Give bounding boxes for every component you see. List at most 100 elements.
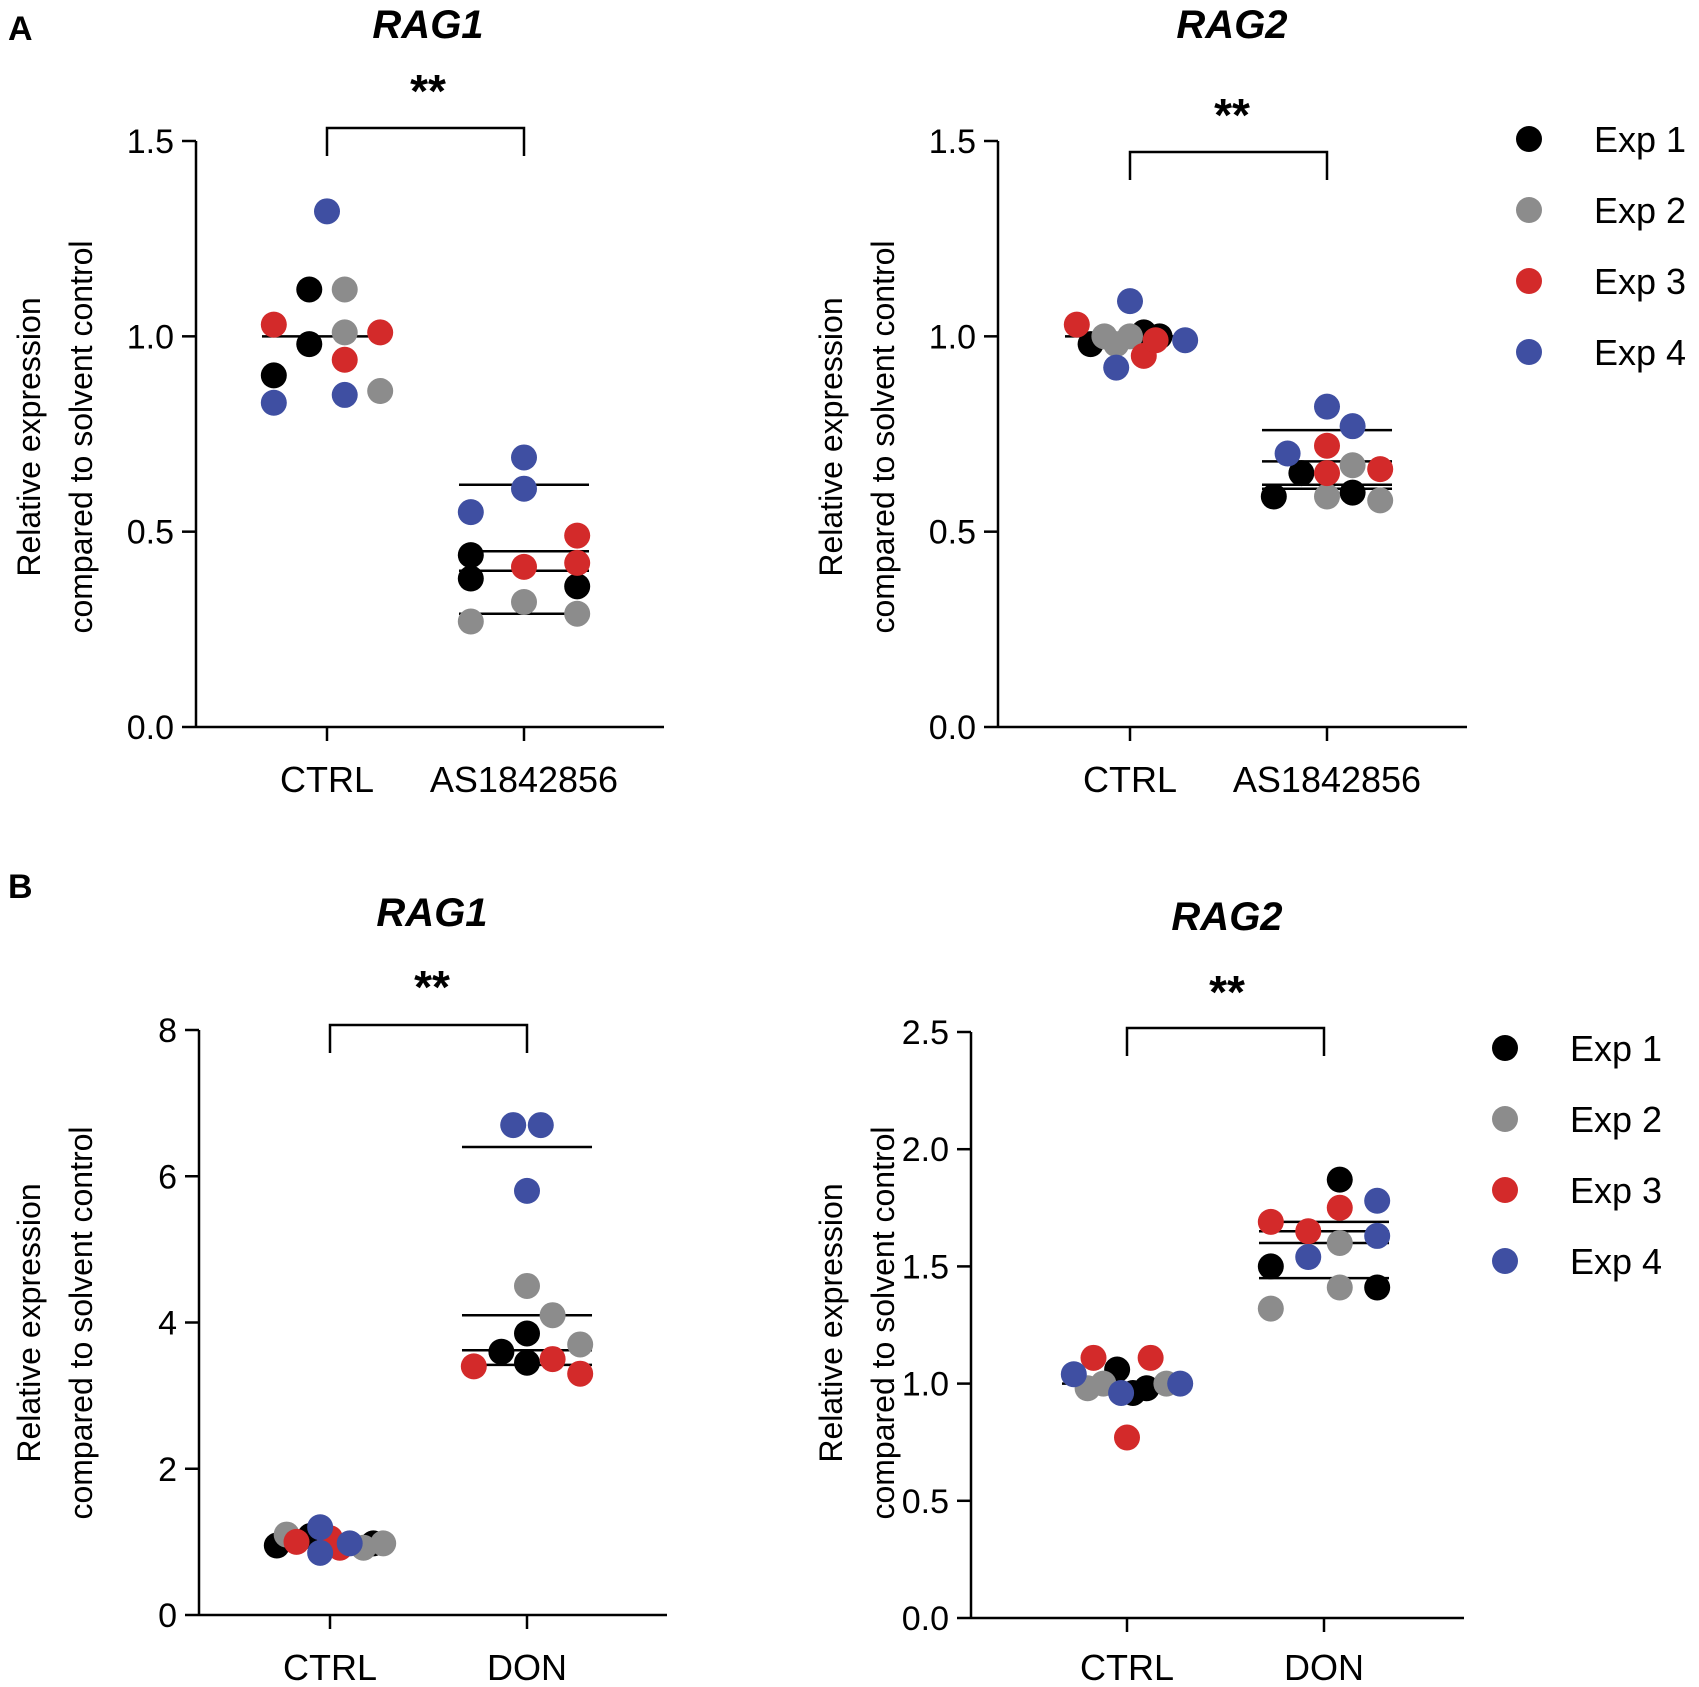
y-tick-label: 1.0 — [127, 318, 174, 356]
data-point-exp-1 — [457, 565, 484, 592]
data-point-exp-4 — [1274, 440, 1301, 467]
data-point-exp-4 — [307, 1514, 334, 1541]
legend-label: Exp 3 — [1594, 261, 1686, 302]
data-point-exp-3 — [460, 1353, 487, 1380]
legend-marker — [1492, 1106, 1518, 1132]
chart-1: RAG1 0.0 0.5 1.0 1.5 CTRL AS1842856 Relative ex… — [11, 3, 664, 800]
x-category-label: CTRL — [280, 759, 374, 800]
data-point-exp-1 — [488, 1338, 515, 1365]
legend-marker — [1492, 1248, 1518, 1274]
data-point-exp-2 — [1314, 483, 1340, 510]
y-axis-title-line2: compared to solvent control — [865, 240, 901, 633]
significance-bracket — [1125, 1026, 1326, 1056]
y-axis-title-line2: compared to solvent control — [865, 1126, 901, 1519]
data-point-exp-2 — [567, 1331, 594, 1358]
significance-bracket — [328, 1023, 529, 1053]
legend-label: Exp 1 — [1594, 119, 1686, 160]
y-axis-title-line2: compared to solvent control — [63, 1126, 99, 1519]
data-point-exp-3 — [260, 311, 287, 338]
data-point-exp-2 — [1367, 487, 1394, 514]
y-tick-label: 0.0 — [127, 709, 174, 747]
data-point-exp-4 — [1364, 1222, 1391, 1249]
chart-3: RAG1 0 2 4 6 8 CTRL DON Relative expression compa… — [11, 891, 667, 1687]
data-point-exp-4 — [1103, 354, 1130, 381]
data-point-exp-4 — [314, 198, 340, 225]
legend-marker — [1492, 1035, 1518, 1061]
legends-container: Exp 1 Exp 2 Exp 3 Exp 4 Exp 1 Exp 2 Exp 3 Exp 4 — [1492, 119, 1686, 1282]
y-tick-label: 4 — [158, 1305, 177, 1343]
y-axis-title-line1: Relative expression — [813, 297, 849, 576]
data-point-exp-2 — [457, 608, 484, 635]
y-tick-label: 0.0 — [929, 709, 976, 747]
data-point-exp-3 — [1080, 1344, 1107, 1371]
legend-label: Exp 4 — [1570, 1241, 1662, 1282]
y-tick-label: 0.5 — [902, 1483, 949, 1521]
data-point-exp-2 — [1117, 323, 1143, 350]
data-point-exp-2 — [539, 1302, 566, 1329]
data-point-exp-3 — [1063, 311, 1090, 338]
data-point-exp-1 — [1326, 1166, 1353, 1193]
data-point-exp-3 — [511, 553, 537, 580]
data-point-exp-2 — [1326, 1229, 1353, 1256]
x-category-label: AS1842856 — [1233, 759, 1421, 800]
y-tick-label: 0.5 — [127, 514, 174, 552]
data-point-exp-2 — [511, 588, 537, 615]
data-point-exp-4 — [527, 1112, 554, 1139]
charts-container: RAG1 0.0 0.5 1.0 1.5 CTRL AS1842856 Relative ex… — [11, 3, 1467, 1687]
legend-marker — [1516, 268, 1542, 294]
y-axis-title-line1: Relative expression — [11, 297, 47, 576]
legend-1: Exp 1 Exp 2 Exp 3 Exp 4 — [1516, 119, 1686, 373]
data-point-exp-1 — [1364, 1274, 1391, 1301]
y-axis-title-line2: compared to solvent control — [63, 240, 99, 633]
significance-label: ** — [410, 65, 446, 117]
data-point-exp-1 — [514, 1349, 540, 1376]
y-tick-label: 0.5 — [929, 514, 976, 552]
legend-marker — [1516, 339, 1542, 365]
y-tick-label: 1.5 — [929, 123, 976, 161]
data-point-exp-3 — [564, 549, 591, 576]
legend-label: Exp 2 — [1594, 190, 1686, 231]
data-point-exp-4 — [260, 389, 287, 416]
data-point-exp-4 — [1108, 1379, 1135, 1406]
data-point-exp-3 — [564, 522, 591, 549]
significance-label: ** — [414, 961, 450, 1013]
x-category-label: CTRL — [1080, 1647, 1174, 1687]
data-point-exp-4 — [1314, 393, 1340, 420]
legend-2: Exp 1 Exp 2 Exp 3 Exp 4 — [1492, 1028, 1662, 1282]
chart-2: RAG2 0.0 0.5 1.0 1.5 CTRL AS1842856 Relative ex… — [813, 3, 1467, 800]
data-point-exp-1 — [1288, 460, 1315, 487]
legend-marker — [1516, 197, 1542, 223]
significance-bracket — [1128, 150, 1329, 180]
data-point-exp-3 — [567, 1360, 594, 1387]
chart-title: RAG1 — [376, 891, 487, 935]
data-point-exp-4 — [1167, 1370, 1194, 1397]
y-axis-title-line1: Relative expression — [813, 1183, 849, 1462]
panel-label-a: A — [8, 10, 33, 48]
data-point-exp-4 — [457, 499, 484, 526]
data-point-exp-2 — [331, 276, 358, 303]
y-tick-label: 2 — [158, 1451, 177, 1489]
data-point-exp-2 — [367, 378, 394, 405]
legend-marker — [1516, 126, 1542, 152]
y-tick-label: 1.0 — [902, 1366, 949, 1404]
chart-title: RAG1 — [372, 3, 483, 47]
y-tick-label: 1.0 — [929, 318, 976, 356]
significance-bracket — [325, 126, 526, 156]
y-tick-label: 1.5 — [902, 1248, 949, 1286]
data-point-exp-1 — [564, 573, 591, 600]
data-point-exp-2 — [331, 319, 358, 346]
data-point-exp-2 — [514, 1272, 540, 1299]
data-point-exp-4 — [1339, 413, 1366, 440]
legend-marker — [1492, 1177, 1518, 1203]
data-point-exp-1 — [1339, 479, 1366, 506]
data-point-exp-4 — [1295, 1244, 1322, 1271]
legend-label: Exp 2 — [1570, 1099, 1662, 1140]
data-point-exp-1 — [296, 276, 323, 303]
legend-label: Exp 4 — [1594, 332, 1686, 373]
data-point-exp-4 — [1172, 327, 1199, 354]
data-point-exp-4 — [307, 1539, 334, 1566]
y-tick-label: 2.0 — [902, 1131, 949, 1169]
data-point-exp-3 — [1367, 456, 1394, 483]
y-tick-label: 6 — [158, 1158, 177, 1196]
